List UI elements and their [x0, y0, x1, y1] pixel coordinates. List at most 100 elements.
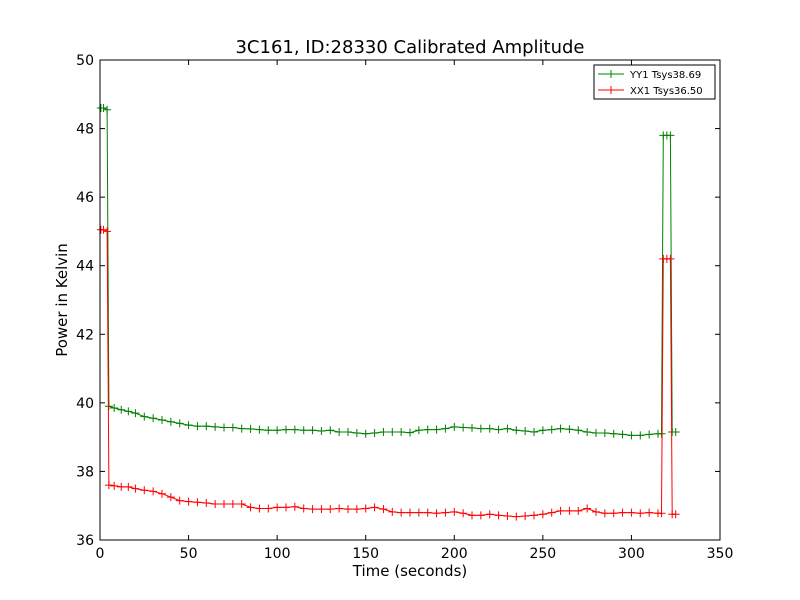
data-point [547, 508, 556, 517]
x-tick-label: 100 [264, 546, 291, 562]
data-point [406, 428, 414, 437]
data-point [423, 425, 432, 434]
y-tick-label: 44 [76, 259, 94, 275]
series-0 [96, 104, 680, 440]
data-point [290, 425, 299, 434]
data-point [166, 493, 175, 502]
data-point [583, 428, 592, 436]
data-point [255, 504, 264, 513]
data-point [627, 431, 636, 440]
y-tick-label: 38 [76, 464, 94, 480]
data-point [503, 424, 512, 433]
data-point [494, 511, 503, 520]
data-point [666, 131, 675, 140]
data-point [441, 508, 450, 517]
data-point [618, 508, 627, 517]
data-point [273, 426, 282, 435]
data-point [361, 504, 370, 513]
plot-frame [99, 59, 721, 541]
data-point [609, 509, 618, 518]
data-point [397, 508, 406, 517]
data-point [592, 429, 600, 438]
y-axis-label: Power in Kelvin [53, 243, 71, 357]
data-point [468, 511, 476, 520]
y-tick-label: 40 [76, 396, 94, 412]
data-point [565, 425, 574, 434]
data-point [158, 489, 166, 498]
data-point [432, 509, 441, 518]
data-point [299, 426, 308, 435]
chart-title: 3C161, ID:28330 Calibrated Amplitude [235, 37, 584, 58]
data-point [503, 512, 512, 520]
series-1 [96, 225, 680, 521]
data-point [110, 481, 119, 490]
data-point [175, 496, 184, 505]
data-point [547, 425, 556, 434]
data-point [636, 431, 645, 440]
data-point [344, 428, 352, 436]
data-point [228, 423, 237, 432]
legend-label: YY1 Tsys38.69 [629, 70, 701, 81]
data-point [282, 503, 290, 512]
data-point [104, 481, 113, 490]
data-point [423, 508, 432, 517]
data-point [583, 504, 592, 513]
data-point [397, 428, 406, 436]
data-point [149, 487, 158, 496]
data-point [103, 227, 112, 236]
data-point [450, 507, 459, 516]
data-point [140, 486, 149, 495]
data-point [237, 424, 246, 433]
data-point [220, 423, 228, 432]
data-point [211, 422, 220, 431]
data-point [317, 426, 326, 435]
data-point [565, 506, 574, 515]
y-tick-label: 36 [76, 533, 94, 549]
data-point [193, 422, 202, 431]
y-tick-label: 48 [76, 122, 94, 138]
data-point [317, 505, 326, 514]
data-point [512, 426, 521, 435]
data-point [335, 504, 344, 513]
data-point [344, 505, 352, 514]
data-point [352, 505, 361, 514]
data-point [414, 508, 423, 517]
data-point [657, 509, 666, 518]
data-point [370, 429, 379, 438]
data-point [556, 506, 565, 515]
data-point [379, 428, 388, 436]
ticks-layer: 0 50 100 150 200 250 300 350 36 38 40 42 44 46 48 50 [76, 53, 733, 562]
series-layer [96, 104, 680, 521]
data-point [193, 498, 202, 507]
data-point [476, 511, 485, 520]
data-point [149, 414, 158, 423]
data-point [326, 426, 335, 435]
data-point [282, 425, 290, 434]
data-point [237, 500, 246, 508]
data-point [140, 412, 149, 421]
data-point [264, 426, 273, 435]
data-point [657, 429, 666, 438]
data-point [459, 423, 468, 432]
data-point [246, 424, 255, 433]
data-point [326, 505, 335, 514]
data-point [335, 428, 344, 436]
data-point [538, 510, 547, 519]
data-point [671, 510, 680, 519]
data-point [99, 225, 108, 234]
data-point [592, 507, 600, 516]
y-tick-label: 46 [76, 190, 94, 206]
data-point [627, 508, 636, 517]
legend-box [593, 64, 716, 100]
data-point [450, 422, 459, 431]
data-point [485, 424, 494, 433]
data-point [124, 407, 133, 416]
data-point [600, 509, 609, 518]
data-point [202, 422, 211, 431]
data-point [264, 504, 273, 513]
legend: YY1 Tsys38.69 XX1 Tsys36.50 [593, 64, 716, 100]
data-point [299, 504, 308, 513]
data-point [468, 423, 476, 432]
x-tick-label: 0 [96, 546, 105, 562]
x-tick-label: 300 [618, 546, 645, 562]
